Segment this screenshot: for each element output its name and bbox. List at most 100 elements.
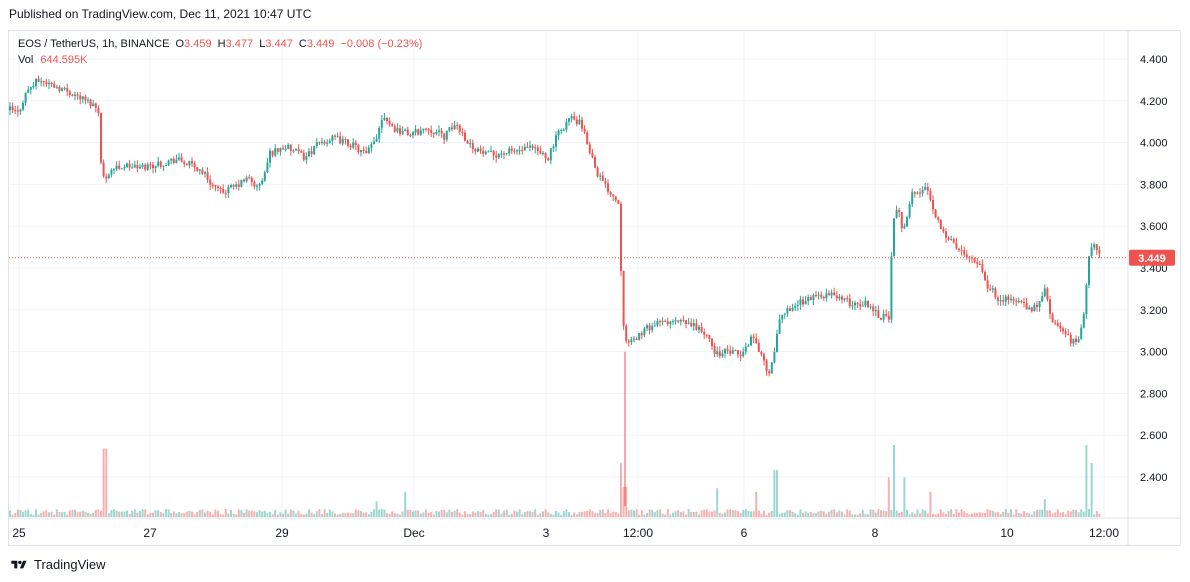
volume-bar bbox=[604, 513, 607, 517]
volume-bar bbox=[100, 510, 102, 517]
volume-bar bbox=[703, 509, 706, 517]
volume-bar bbox=[310, 512, 313, 517]
price-axis[interactable]: 4.400 4.200 4.000 3.800 3.600 3.400 3.200 3.000… bbox=[1127, 31, 1168, 545]
candle-body bbox=[27, 89, 30, 93]
volume-bar bbox=[139, 511, 141, 517]
candle-body bbox=[859, 304, 862, 307]
candle-body bbox=[141, 164, 144, 167]
candle-body bbox=[765, 360, 768, 372]
candle-body bbox=[609, 191, 612, 195]
volume-bar bbox=[1085, 445, 1088, 517]
volume-bar bbox=[479, 511, 482, 517]
volume-bar bbox=[76, 511, 79, 517]
volume-bar bbox=[716, 488, 719, 517]
volume-bar bbox=[1062, 512, 1064, 517]
candle-body bbox=[887, 315, 890, 320]
candle-body bbox=[726, 349, 729, 351]
candle-body bbox=[796, 304, 799, 306]
volume-bar bbox=[516, 511, 518, 517]
volume-bar bbox=[102, 448, 105, 517]
candle-body bbox=[861, 305, 864, 307]
volume-bar bbox=[487, 514, 490, 517]
candle-body bbox=[380, 119, 383, 128]
volume-bar bbox=[939, 509, 942, 517]
volume-bar bbox=[513, 510, 516, 517]
candle-body bbox=[185, 163, 188, 166]
candle-body bbox=[461, 131, 464, 133]
volume-bar bbox=[526, 511, 529, 517]
volume-bar bbox=[243, 512, 245, 517]
volume-bar bbox=[266, 513, 269, 517]
volume-bar bbox=[245, 509, 248, 517]
candle-body bbox=[1077, 339, 1080, 342]
candles bbox=[9, 75, 1101, 507]
candle-body bbox=[128, 163, 131, 168]
volume-bar bbox=[253, 511, 256, 517]
volume-bar bbox=[825, 513, 828, 517]
candle-body bbox=[396, 128, 399, 132]
candle-body bbox=[495, 155, 498, 158]
candle-body bbox=[835, 295, 838, 299]
volume-bar bbox=[547, 512, 550, 517]
volume-bar bbox=[219, 514, 222, 517]
candle-body bbox=[677, 320, 680, 322]
y-tick-label: 2.400 bbox=[1140, 472, 1168, 484]
volume-bar bbox=[612, 511, 615, 517]
volume-bar bbox=[607, 509, 609, 517]
low-value: 3.447 bbox=[265, 38, 293, 50]
candle-body bbox=[235, 184, 238, 187]
candle-body bbox=[367, 147, 370, 153]
candle-body bbox=[102, 162, 105, 177]
candle-body bbox=[731, 350, 734, 354]
volume-bar bbox=[841, 511, 843, 517]
volume-bar bbox=[71, 509, 74, 517]
candle-body bbox=[908, 204, 911, 218]
time-axis[interactable]: 25 27 29 Dec 3 12:00 6 8 10 12:00 bbox=[9, 517, 1181, 540]
candle-body bbox=[581, 119, 583, 129]
candle-body bbox=[547, 158, 550, 161]
volume-bar bbox=[557, 512, 560, 517]
volume-bar bbox=[1041, 509, 1044, 517]
volume-bar bbox=[328, 509, 331, 517]
candle-body bbox=[178, 157, 180, 160]
volume-bar bbox=[651, 509, 654, 517]
volume-bar bbox=[378, 509, 381, 517]
candle-body bbox=[986, 280, 989, 289]
volume-bar bbox=[152, 512, 154, 517]
candle-body bbox=[939, 219, 942, 230]
candle-body bbox=[1082, 314, 1085, 328]
candle-body bbox=[191, 161, 193, 164]
volume-bar bbox=[94, 509, 97, 517]
volume-bar bbox=[786, 510, 789, 517]
volume-bar bbox=[685, 514, 687, 517]
candle-body bbox=[838, 296, 841, 299]
volume-bar bbox=[885, 511, 888, 517]
candle-body bbox=[562, 129, 565, 131]
volume-bar bbox=[586, 510, 589, 517]
volume-bar bbox=[932, 513, 934, 517]
volume-bar bbox=[781, 512, 784, 517]
candle-body bbox=[583, 128, 586, 133]
volume-bar bbox=[848, 510, 851, 517]
volume-bar bbox=[180, 513, 183, 517]
volume-bar bbox=[1036, 509, 1038, 517]
change-value: −0.008 (−0.23%) bbox=[340, 38, 423, 50]
candle-body bbox=[308, 151, 310, 157]
volume-bar bbox=[289, 509, 292, 517]
volume-bar bbox=[874, 512, 877, 517]
candle-body bbox=[48, 83, 50, 85]
volume-bar bbox=[718, 512, 721, 517]
candle-body bbox=[776, 333, 778, 352]
volume-bar bbox=[315, 511, 318, 517]
volume-bar bbox=[796, 514, 799, 517]
candle-body bbox=[347, 139, 349, 146]
candle-body bbox=[815, 295, 817, 297]
candle-body bbox=[685, 320, 687, 325]
volume-bar bbox=[1098, 513, 1101, 517]
volume-bar bbox=[261, 511, 264, 517]
candle-body bbox=[575, 119, 578, 125]
close-label: C bbox=[298, 38, 307, 50]
volume-bar bbox=[110, 510, 113, 517]
candle-body bbox=[679, 319, 682, 322]
